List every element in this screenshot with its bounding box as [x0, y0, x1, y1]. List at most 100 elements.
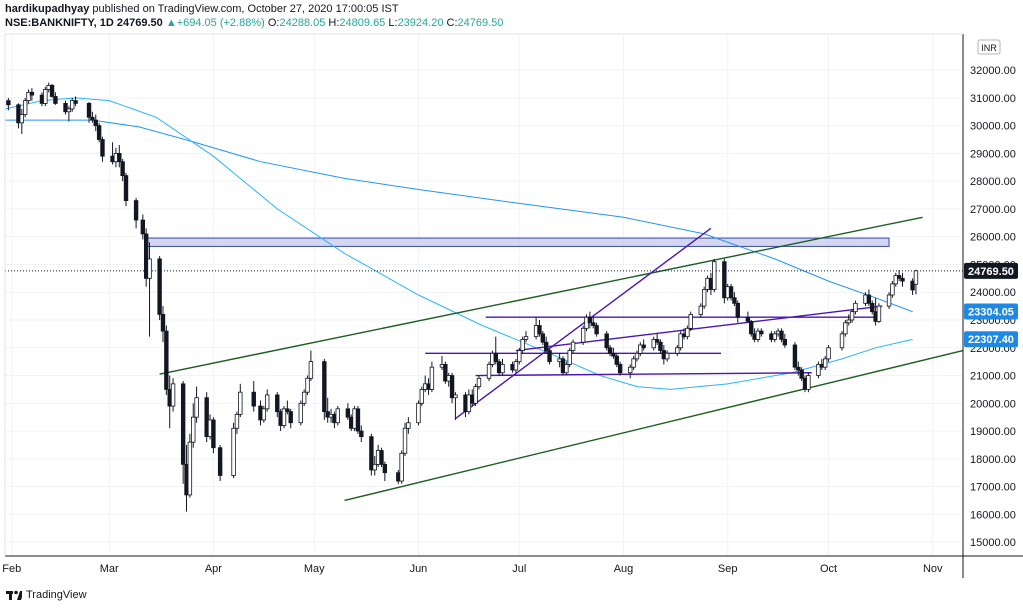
time-axis-labels[interactable]: Feb Mar Apr May Jun Jul Aug Sep Oct Nov — [2, 563, 943, 575]
candle-body — [688, 314, 693, 329]
candle — [631, 356, 636, 370]
candle-body — [792, 344, 798, 368]
price-badge: 23304.05 — [964, 303, 1018, 320]
candle-body — [664, 352, 670, 360]
candle — [100, 136, 105, 162]
candle-body — [238, 391, 243, 415]
candle-body — [402, 427, 408, 454]
candle — [285, 400, 290, 415]
candle-body — [543, 341, 549, 351]
candle — [164, 325, 169, 395]
candle — [728, 283, 734, 301]
price-badge-text: 23304.05 — [968, 307, 1014, 319]
candle — [587, 311, 593, 329]
price-badge-box — [964, 303, 1018, 320]
footer-brand[interactable]: TradingView — [26, 589, 87, 601]
price-axis-labels[interactable]: 15000.00 16000.00 17000.00 18000.00 19000.00… — [970, 39, 1016, 549]
publisher-name[interactable]: hardikupadhyay — [5, 3, 90, 15]
candle — [658, 339, 663, 354]
candle-body — [540, 333, 546, 343]
candle-body — [322, 361, 327, 413]
price-tick-label: 31000.00 — [970, 93, 1016, 105]
candle — [688, 311, 693, 332]
candle-body — [211, 419, 216, 449]
candle — [570, 339, 576, 354]
candle — [698, 303, 704, 318]
candle — [913, 269, 919, 295]
candle-body — [359, 430, 364, 438]
time-tick-label: Jun — [410, 563, 428, 575]
symbol-label: NSE:BANKNIFTY, 1D — [5, 17, 114, 29]
candle-body — [117, 152, 122, 163]
candle-body — [66, 108, 72, 113]
candle — [382, 461, 388, 482]
price-tick-label: 24000.00 — [970, 287, 1016, 299]
candle — [63, 100, 68, 115]
candle — [564, 361, 569, 376]
footer: TradingView — [6, 589, 87, 601]
trendline — [159, 216, 923, 375]
candle — [641, 339, 646, 351]
candle — [664, 350, 670, 362]
candle-body — [143, 233, 149, 279]
candle — [93, 114, 98, 132]
candle-body — [611, 352, 616, 357]
candle-body — [140, 219, 146, 235]
candle-body — [614, 355, 619, 365]
candle — [355, 406, 361, 434]
axes — [4, 33, 1023, 578]
time-tick-label: Aug — [614, 563, 634, 575]
candle — [476, 375, 482, 390]
candle-body — [379, 450, 384, 465]
candle-body — [678, 333, 683, 349]
candle-body — [73, 100, 78, 104]
time-tick-label: Feb — [2, 563, 21, 575]
candle-body — [63, 103, 68, 113]
candle-body — [419, 389, 425, 404]
candle-body — [355, 408, 361, 432]
candle-body — [288, 411, 293, 424]
candle-body — [537, 325, 542, 335]
price-tick-label: 15000.00 — [970, 537, 1016, 549]
candle — [123, 172, 129, 207]
candle — [180, 381, 186, 484]
candle — [264, 389, 270, 412]
candle-body — [826, 347, 831, 360]
candle-body — [43, 89, 48, 104]
candle — [369, 433, 374, 476]
candle — [896, 270, 902, 282]
candle-body — [876, 305, 882, 322]
moving-average-line — [5, 119, 913, 313]
price-tick-label: 26000.00 — [970, 232, 1016, 244]
candle-body — [308, 361, 314, 379]
candle-body — [866, 294, 872, 304]
candle-body — [281, 408, 287, 426]
candle-body — [194, 397, 199, 418]
high-label: H: — [328, 17, 340, 29]
candle-body — [147, 258, 152, 279]
candle-body — [654, 339, 660, 343]
candle-body — [493, 352, 498, 363]
time-tick-label: May — [304, 563, 325, 575]
candle — [301, 389, 307, 407]
candle-body — [732, 297, 737, 304]
candle-body — [123, 175, 129, 201]
candle-body — [53, 96, 58, 104]
price-tick-label: 28000.00 — [970, 176, 1016, 188]
candle-body — [305, 377, 310, 393]
candle — [799, 367, 804, 382]
candle — [567, 347, 572, 368]
candle — [517, 347, 522, 365]
candle — [288, 408, 293, 429]
candle-body — [658, 341, 663, 351]
candle — [140, 214, 146, 240]
candle-body — [217, 447, 223, 476]
candle — [66, 106, 72, 122]
candle-body — [564, 364, 569, 374]
candle — [73, 96, 78, 107]
candle-body — [301, 391, 307, 404]
candle — [402, 422, 408, 457]
candle — [886, 292, 892, 309]
candle — [611, 347, 616, 359]
